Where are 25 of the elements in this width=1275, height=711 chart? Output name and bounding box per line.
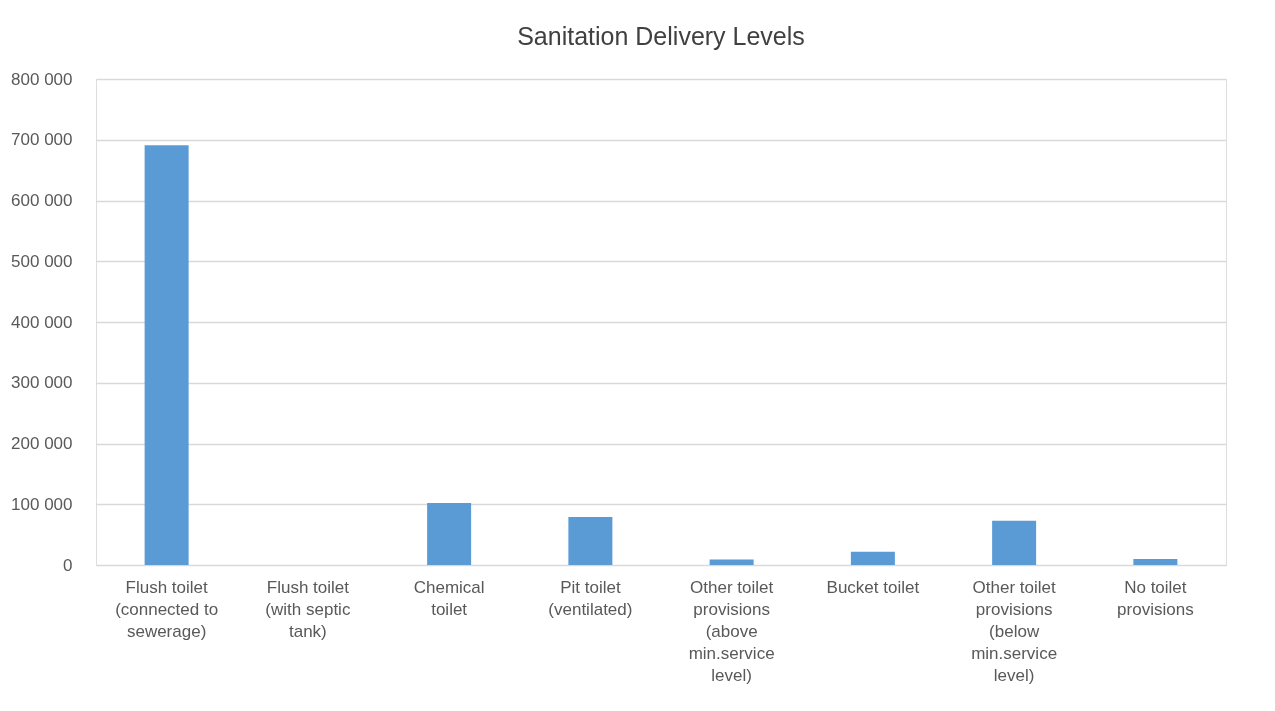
x-tick-label: Flush toilet (connected to sewerage) [115, 577, 219, 641]
x-tick-label: Pit toilet (ventilated) [548, 577, 633, 619]
y-tick-label: 800 000 [11, 69, 73, 89]
chart-title: Sanitation Delivery Levels [517, 22, 805, 50]
bar [568, 517, 613, 565]
y-tick-label: 400 000 [11, 312, 73, 332]
bar [709, 559, 754, 565]
y-tick-label: 300 000 [11, 373, 73, 393]
y-tick-label: 600 000 [11, 191, 73, 210]
x-tick-label: Other toilet provisions (above min.service level) [688, 577, 775, 685]
bar [850, 551, 895, 565]
x-tick-label: Flush toilet (with septic tank) [265, 577, 351, 641]
y-tick-label: 0 [63, 555, 73, 575]
bar [992, 520, 1037, 565]
x-tick-label: Other toilet provisions (below min.service level) [971, 577, 1058, 685]
bar [427, 503, 472, 565]
y-tick-label: 700 000 [11, 130, 73, 150]
x-tick-label: No toilet provisions [1117, 577, 1194, 619]
y-tick-label: 500 000 [11, 251, 73, 271]
x-tick-label: Bucket toilet [826, 577, 920, 597]
x-tick-label: Chemical toilet [413, 577, 485, 619]
y-tick-label: 100 000 [11, 494, 73, 514]
bar [144, 145, 189, 565]
bar [1133, 558, 1178, 565]
y-tick-label: 200 000 [11, 434, 73, 453]
